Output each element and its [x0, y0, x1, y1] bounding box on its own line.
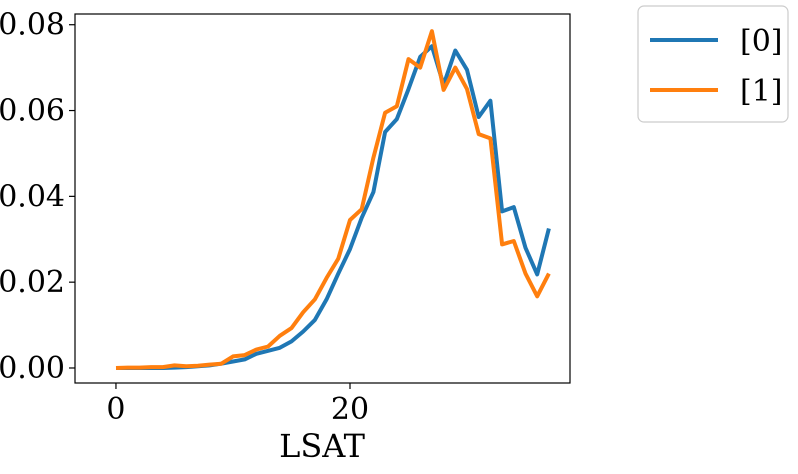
legend-label-series-1: [1]: [740, 74, 783, 109]
x-tick-label: 0: [106, 392, 125, 427]
series-layer: [115, 29, 551, 370]
x-tick-label: 20: [331, 392, 369, 427]
y-tick-label: 0.02: [0, 265, 65, 300]
y-tick-label: 0.06: [0, 94, 65, 129]
y-axis: 0.00 0.02 0.04 0.06 0.08: [0, 8, 75, 386]
x-axis: 0 20: [106, 383, 369, 427]
legend-label-series-0: [0]: [740, 24, 783, 59]
y-tick-label: 0.08: [0, 8, 65, 43]
series-line-0: [116, 44, 551, 370]
plot-frame: [74, 13, 571, 384]
x-axis-label: LSAT: [279, 427, 366, 465]
series-line-1: [115, 29, 551, 370]
y-tick-label: 0.04: [0, 179, 65, 214]
legend: [0] [1]: [637, 5, 789, 123]
legend-box: [637, 5, 789, 123]
plot-area: [74, 13, 571, 384]
y-tick-label: 0.00: [0, 351, 65, 386]
